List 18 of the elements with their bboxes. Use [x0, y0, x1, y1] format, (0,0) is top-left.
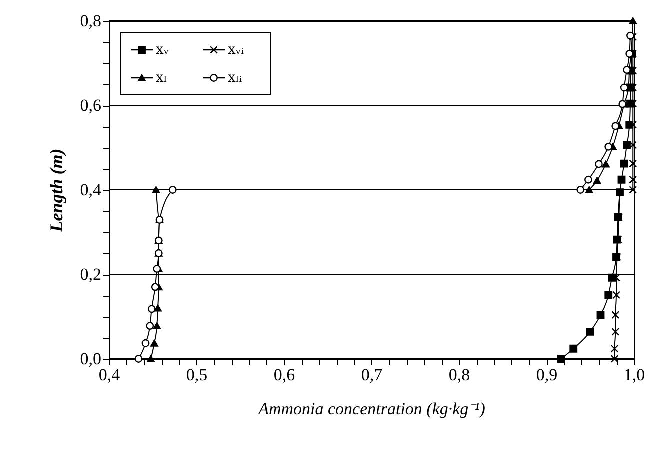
x-tick-label: 0,4: [98, 366, 121, 384]
y-tick-label: 0,4: [80, 180, 102, 200]
y-tick-label: 0,6: [80, 96, 102, 115]
y-tick-label: 0,8: [80, 12, 102, 30]
x-tick-label: 0,7: [361, 366, 384, 384]
x-tick-label: 0,5: [186, 366, 208, 384]
legend-label: xᵥᵢ: [228, 42, 244, 58]
x-tick-label: 0,8: [448, 366, 470, 384]
x-tick-label: 0,9: [536, 366, 558, 384]
y-tick-label: 0,0: [80, 350, 102, 368]
legend-label: xₗ: [156, 70, 168, 86]
x-tick-label: 1,0: [624, 366, 646, 384]
x-axis-title: Ammonia concentration (kg·kg⁻¹): [258, 400, 486, 418]
legend-label: xᵥ: [156, 42, 170, 58]
legend-label: xₗᵢ: [228, 70, 242, 86]
y-tick-label: 0,2: [80, 265, 102, 284]
x-tick-label: 0,6: [274, 366, 296, 384]
y-axis-title: Length (m): [46, 148, 66, 234]
